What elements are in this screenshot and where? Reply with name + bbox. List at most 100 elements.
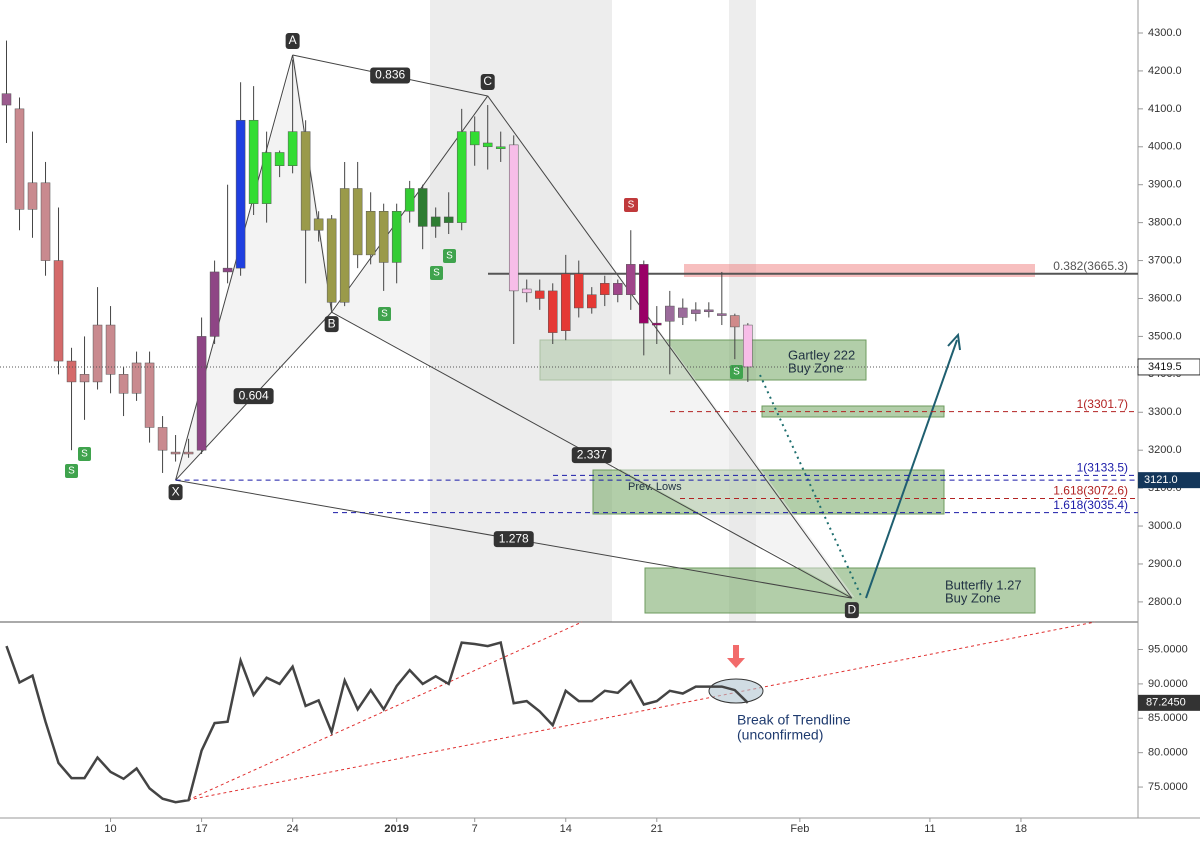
candle-body [248,119,259,204]
candle-body [131,362,142,394]
buy-signal [65,464,78,478]
note: (unconfirmed) [737,727,823,743]
resistance-zone [684,264,1035,277]
buy-signal [78,447,91,461]
sell-signal [624,198,638,212]
x-tick-label: 11 [924,823,935,835]
pattern-leg [175,54,294,481]
trendline [187,621,583,801]
x-tick-label: 17 [195,823,207,835]
zone-label: Buy Zone [788,360,844,375]
candle-body [53,260,64,362]
candle-body [196,336,207,451]
candle-body [587,294,597,309]
zone-label: Gartley 222 [788,347,855,362]
candle-body [92,324,103,383]
butterfly-zone [644,567,1036,614]
candle-body [235,119,246,269]
zone-label: Buy Zone [945,590,1001,605]
signal-label: S [68,466,75,477]
candle-body [678,307,688,318]
candle-body [144,362,155,428]
y-tick-label: 2900.0 [1148,558,1182,570]
ratio-label: 2.337 [577,447,607,461]
candle-body [521,288,532,294]
candle-body [469,131,480,146]
candle-body [378,211,389,263]
buy-signal [730,365,743,379]
point-label: D [848,602,857,616]
candle-body [170,451,181,455]
candle-body [560,273,571,331]
candle-body [613,283,623,295]
candle-body [691,309,701,314]
price-badge [1138,472,1200,489]
y-tick-label: 3900.0 [1148,179,1182,191]
ratio-badge [571,447,612,464]
point-label: X [172,484,180,498]
value-badge-label: 87.2450 [1146,697,1186,709]
y-tick-label: 80.0000 [1148,747,1188,759]
signal-label: S [81,449,88,460]
level-label: 0.382(3665.3) [1053,259,1128,273]
candle-body [443,216,454,223]
y-tick-label: 3300.0 [1148,406,1182,418]
candle-body [717,313,727,316]
signal-label: S [628,200,635,211]
signal-label: S [433,268,440,279]
arrow-head [947,332,961,351]
x-tick-label: 24 [287,823,299,835]
candle-body [639,264,649,324]
indicator-line [5,641,749,804]
x-tick-label: 21 [651,823,663,835]
point-label: B [328,316,336,330]
candle-body [430,216,441,227]
trendline [187,621,1096,801]
pattern-leg [292,54,333,313]
down-arrow [727,658,745,668]
candle-body [547,290,558,333]
candle-body [508,144,519,292]
point-badge [168,484,183,501]
candle-body [339,188,350,303]
candle-body [482,142,493,148]
point-label: C [483,74,492,88]
price-badge-label: 3419.5 [1148,361,1182,373]
x-tick-label: 7 [472,823,478,835]
y-tick-label: 3600.0 [1148,292,1182,304]
ratio-badge [233,388,274,405]
candle-body [743,324,753,368]
point-badge [324,316,339,333]
ratio-badge [493,531,534,548]
x-tick-label: 14 [560,823,572,835]
y-tick-label: 90.0000 [1148,678,1188,690]
candle-body [287,131,298,166]
y-tick-label: 3700.0 [1148,254,1182,266]
buy-signal [443,249,456,263]
candle-body [534,290,545,299]
candle-body [313,218,324,231]
projection-arrow [865,339,958,599]
ratio-label: 0.604 [239,388,269,402]
level-label: 1.618(3072.6) [1053,484,1128,498]
candle-body [600,283,610,295]
ratio-label: 1.278 [499,531,529,545]
y-tick-label: 2800.0 [1148,596,1182,608]
level-label: 1.618(3035.4) [1053,498,1128,512]
y-tick-label: 4100.0 [1148,103,1182,115]
candle-body [1,93,12,106]
point-badge [480,73,495,90]
x-tick-label: 2019 [384,823,408,835]
down-arrow [733,645,739,658]
y-tick-label: 75.0000 [1148,781,1188,793]
y-tick-label: 3000.0 [1148,520,1182,532]
signals: S S S S S S S [65,198,743,478]
candle-body [417,188,428,227]
candle-body [157,427,168,451]
point-badge [285,32,300,49]
candle-body [261,152,272,204]
y-tick-label: 4300.0 [1148,27,1182,39]
candle-body [652,322,662,326]
candle-body [209,271,220,337]
candle-body [352,188,363,256]
